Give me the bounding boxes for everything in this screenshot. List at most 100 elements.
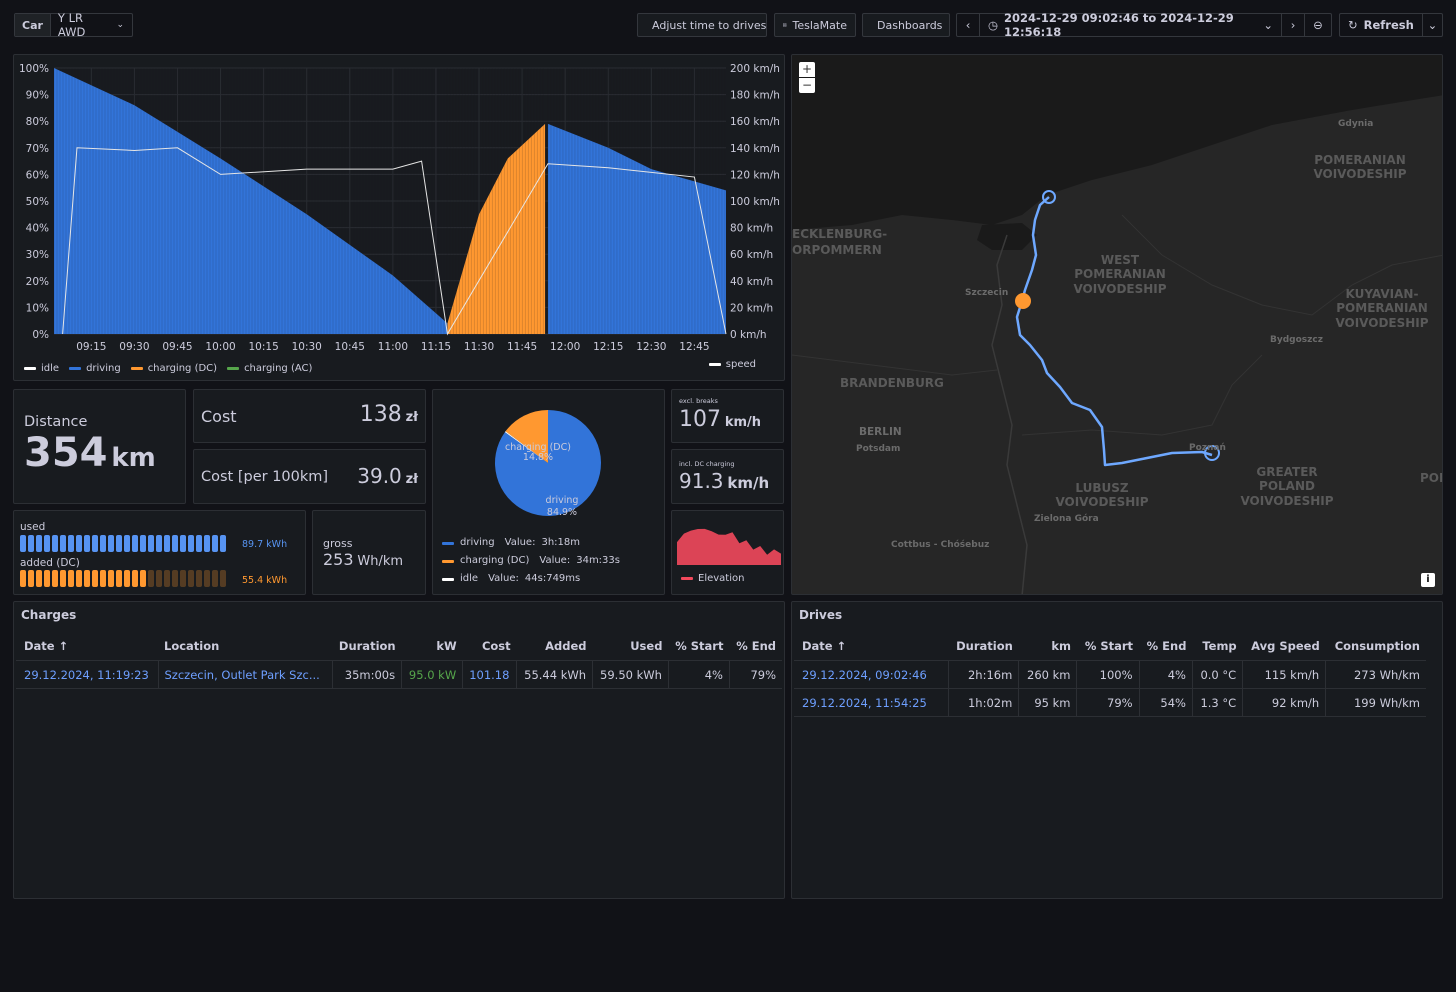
x-tick: 10:15 xyxy=(249,341,279,353)
refresh-interval-dropdown[interactable]: ⌄ xyxy=(1427,18,1438,32)
region-border xyxy=(792,354,998,376)
legend-item[interactable]: charging (DC) xyxy=(130,363,217,374)
x-tick: 10:30 xyxy=(292,341,322,353)
series-driving xyxy=(53,68,448,334)
y-tick-right: 40 km/h xyxy=(730,276,773,288)
cell: 1h:02m xyxy=(948,688,1020,717)
column-header[interactable]: Used xyxy=(592,632,669,661)
cell: 59.50 kWh xyxy=(592,660,669,689)
car-select[interactable]: Y LR AWD xyxy=(57,11,86,39)
distance-title: Distance xyxy=(24,414,88,430)
refresh-button[interactable]: ↻ Refresh xyxy=(1340,14,1423,36)
zoom-in-button[interactable]: + xyxy=(799,62,815,77)
table-row: 29.12.2024, 11:54:25 1h:02m 95 km 79% 54… xyxy=(794,688,1426,717)
time-forward-button[interactable]: › xyxy=(1281,14,1304,36)
car-label: Car xyxy=(15,14,51,36)
column-header[interactable]: Consumption xyxy=(1325,632,1426,661)
gauge-segment xyxy=(44,570,50,587)
column-header[interactable]: Duration xyxy=(948,632,1019,661)
map-canvas[interactable] xyxy=(792,55,1443,595)
column-header[interactable]: % Start xyxy=(668,632,730,661)
pie-slice-idle[interactable] xyxy=(504,431,548,463)
gauge-segment xyxy=(108,570,114,587)
gauge-segment xyxy=(196,535,202,552)
state-pie-panel: charging (DC) 14.8% driving 84.9% driving Va… xyxy=(432,389,665,595)
column-header[interactable]: % End xyxy=(729,632,782,661)
y-tick-right: 160 km/h xyxy=(730,116,780,128)
refresh-picker: ↻ Refresh ⌄ xyxy=(1339,13,1443,37)
chevron-down-icon[interactable]: ⌄ xyxy=(1263,18,1273,32)
column-header[interactable]: Duration xyxy=(332,632,402,661)
adjust-time-button[interactable]: Adjust time to drives xyxy=(637,13,767,37)
route-line xyxy=(1015,196,1213,467)
added-gauge xyxy=(20,570,228,587)
legend-item[interactable]: charging (AC) xyxy=(227,363,312,374)
legend-item[interactable]: driving xyxy=(69,363,121,374)
zoom-out-time-button[interactable]: ⊖ xyxy=(1304,14,1331,36)
time-range-value[interactable]: 2024-12-29 09:02:46 to 2024-12-29 12:56:… xyxy=(1004,11,1234,39)
car-variable[interactable]: Car Y LR AWD ⌄ xyxy=(14,11,133,39)
clock-icon: ◷ xyxy=(988,18,999,32)
column-header[interactable]: Location xyxy=(158,632,332,661)
x-tick: 12:45 xyxy=(679,341,709,353)
zoom-out-button[interactable]: − xyxy=(799,78,815,93)
gauge-segment xyxy=(148,535,154,552)
added-label: added (DC) xyxy=(20,557,80,569)
map-place-label: Bydgoszcz xyxy=(1270,335,1323,345)
charge-location-link[interactable]: Szczecin, Outlet Park Szc... xyxy=(158,660,333,689)
avg-speed-charging-value: 91.3 km/h xyxy=(679,469,770,493)
map-place-label: Potsdam xyxy=(856,444,901,454)
legend-item[interactable]: charging (DC) Value: 34m:33s xyxy=(442,552,620,570)
dashboards-link-button[interactable]: Dashboards xyxy=(862,13,950,37)
gauge-segment xyxy=(156,570,162,587)
legend-item[interactable]: idle xyxy=(24,363,59,374)
map-place-label: ORPOMMERN xyxy=(792,243,882,257)
drive-date-link[interactable]: 29.12.2024, 09:02:46 xyxy=(794,660,949,689)
charge-date-link[interactable]: 29.12.2024, 11:19:23 xyxy=(16,660,159,689)
cost-per-100km-title: Cost [per 100km] xyxy=(201,469,329,485)
gauge-segment xyxy=(36,570,42,587)
map-info-button[interactable]: i xyxy=(1421,573,1435,587)
cost-panel: Cost 138 zł xyxy=(193,389,426,443)
battery-area xyxy=(447,123,546,334)
column-header[interactable]: Temp xyxy=(1192,632,1243,661)
cell: 79% xyxy=(729,660,782,689)
column-header[interactable]: Added xyxy=(516,632,593,661)
elevation-area xyxy=(677,528,781,565)
gauge-segment xyxy=(148,570,154,587)
map-place-label: BERLIN xyxy=(859,426,902,438)
region-border xyxy=(1121,214,1442,316)
gauge-segment xyxy=(84,570,90,587)
column-header[interactable]: Date ↑ xyxy=(16,632,158,661)
column-header[interactable]: Avg Speed xyxy=(1242,632,1326,661)
chevron-down-icon: ⌄ xyxy=(116,20,124,30)
column-header[interactable]: Cost xyxy=(462,632,517,661)
apps-icon xyxy=(783,23,787,27)
charge-cost-link[interactable]: 101.18 xyxy=(462,660,518,689)
pie-legend: driving Value: 3h:18m charging (DC) Value: 34… xyxy=(442,534,620,588)
time-back-button[interactable]: ‹ xyxy=(957,14,980,36)
column-header[interactable]: kW xyxy=(401,632,463,661)
column-header[interactable]: % End xyxy=(1139,632,1193,661)
end-marker[interactable] xyxy=(1204,445,1220,461)
column-header[interactable]: % Start xyxy=(1076,632,1140,661)
start-marker[interactable] xyxy=(1042,190,1056,204)
column-header[interactable]: Date ↑ xyxy=(794,632,948,661)
map-place-label: POLA xyxy=(1420,471,1442,485)
legend-item[interactable]: idle Value: 44s:749ms xyxy=(442,570,620,588)
teslamate-link-button[interactable]: TeslaMate xyxy=(774,13,856,37)
legend-value-label: Value: xyxy=(488,573,519,584)
legend-value-label: Value: xyxy=(504,537,536,548)
y-tick-left: 80% xyxy=(26,116,49,128)
x-tick: 10:45 xyxy=(335,341,365,353)
drive-date-link[interactable]: 29.12.2024, 11:54:25 xyxy=(794,688,949,717)
cell: 79% xyxy=(1076,688,1140,717)
gauge-segment xyxy=(28,535,34,552)
pie-slice-charging-dc-[interactable] xyxy=(505,410,548,463)
legend-swatch xyxy=(442,577,454,581)
legend-item[interactable]: driving Value: 3h:18m xyxy=(442,534,620,552)
charging-marker[interactable] xyxy=(1015,293,1031,309)
legend-speed: speed xyxy=(708,359,756,370)
column-header[interactable]: km xyxy=(1018,632,1077,661)
gauge-segment xyxy=(100,570,106,587)
